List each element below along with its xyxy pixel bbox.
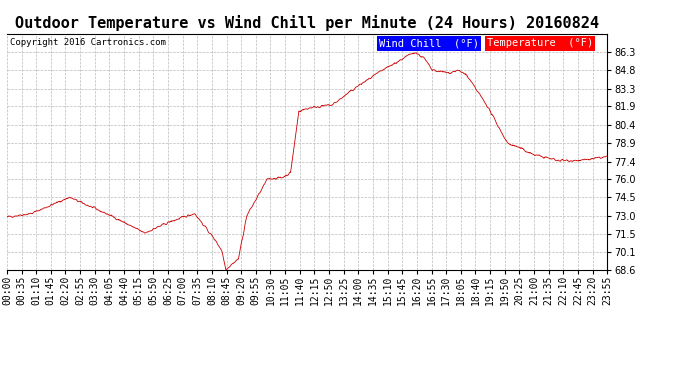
- Text: Temperature  (°F): Temperature (°F): [487, 39, 593, 48]
- Title: Outdoor Temperature vs Wind Chill per Minute (24 Hours) 20160824: Outdoor Temperature vs Wind Chill per Mi…: [15, 15, 599, 31]
- Text: Copyright 2016 Cartronics.com: Copyright 2016 Cartronics.com: [10, 39, 166, 48]
- Text: Wind Chill  (°F): Wind Chill (°F): [379, 39, 479, 48]
